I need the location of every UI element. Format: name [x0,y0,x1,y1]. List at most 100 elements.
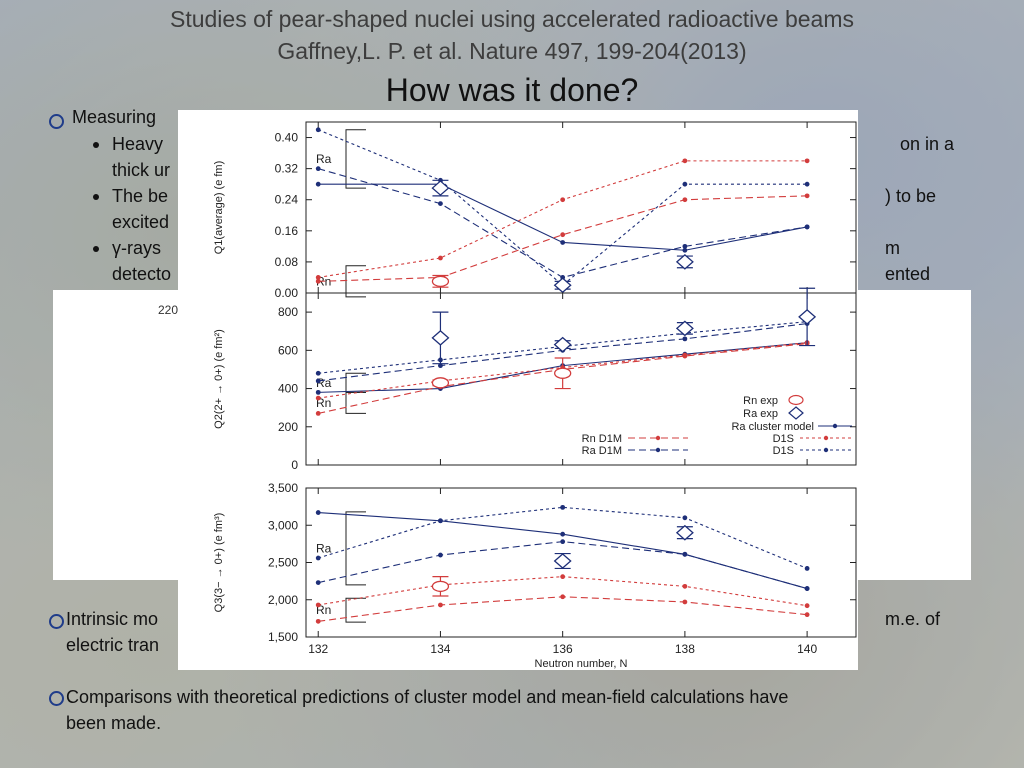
sub-bullet-3-start: γ-rays [112,238,161,258]
exp-point-diamond [431,180,450,196]
panel-label: 220 [158,303,179,317]
y-axis-label: Q2(2+ → 0+) (e fm²) [213,329,225,429]
group-bracket [345,129,366,189]
legend-marker-diamond [788,406,804,420]
x-tick-label: 134 [430,642,450,656]
legend-line-dot [823,435,829,441]
legend-marker-circle [788,394,804,406]
series-point [438,201,443,207]
series-point [682,551,688,557]
sub-bullet-2-line2: excited [112,212,170,232]
series-point [682,181,688,187]
sub-bullet-1-line2: thick ur [112,160,171,180]
x-tick-label: 132 [308,642,328,656]
series-point [804,603,810,609]
sub-bullet-3-end: m [885,238,900,258]
exp-point-circle [431,377,450,389]
series-point [682,336,688,342]
series-point [682,515,688,521]
series-point [438,602,443,608]
y-tick-label: 800 [278,305,298,319]
group-label-ra: Ra [316,152,332,166]
y-tick-label: 2,000 [268,593,298,607]
x-tick-label: 138 [675,642,695,656]
series-point [560,594,566,600]
legend-label: D1S [773,433,794,445]
series-point [438,518,443,524]
series-point [682,158,688,164]
exp-point-circle [431,275,450,287]
legend-line-dot [823,447,829,453]
series-point [315,378,321,384]
series-point [682,243,688,249]
legend-label: Rn D1M [582,433,622,445]
sub-bullet-3-line2-end: ented [885,264,931,284]
slide-heading: How was it done? [385,72,639,108]
panel-frame-q1 [305,121,857,294]
exp-point-diamond [553,277,572,294]
group-bracket [345,265,366,298]
exp-point-diamond [553,336,572,353]
slide-title-line-1: Studies of pear-shaped nuclei using acce… [169,6,855,32]
group-bracket [345,511,366,586]
series-point [560,504,566,510]
y-tick-label: 2,500 [268,556,298,570]
y-tick-label: 0.00 [275,286,299,300]
series-line-ra-d1m [318,168,808,279]
legend-label: Ra exp [743,408,778,420]
y-tick-label: 200 [278,420,298,434]
series-point [315,278,321,284]
exp-point-circle [431,580,450,592]
series-point [315,618,321,624]
x-axis-label: Neutron number, N [535,658,628,670]
y-axis-label: Q3(3− → 0+) (e fm³) [213,513,225,613]
y-tick-label: 0.16 [275,224,299,238]
x-tick-label: 136 [553,642,573,656]
sub-bullet-dot-icon [93,246,99,252]
panel-frame-q3 [305,487,857,638]
series-point [682,197,688,203]
legend-label: Ra cluster model [731,421,814,433]
series-line-rn-d1m [318,195,808,282]
series-point [315,181,321,187]
series-line-rn-d1s [318,576,808,607]
y-tick-label: 1,500 [268,630,298,644]
series-point [804,224,810,230]
exp-point-diamond [431,330,450,346]
series-point [315,127,321,133]
y-tick-label: 0.08 [275,255,299,269]
series-point [804,193,810,199]
y-tick-label: 3,000 [268,518,298,532]
y-tick-label: 0 [291,458,298,472]
bullet-2-start: Intrinsic mo [66,609,159,629]
y-tick-label: 3,500 [268,481,298,495]
x-tick-label: 140 [797,642,817,656]
legend-label: D1S [773,445,794,457]
legend-line-dot [832,423,838,429]
legend-line-dot [655,447,661,453]
group-bracket [345,391,366,414]
bullet-2-end: m.e. of [885,609,941,629]
exp-point-diamond [675,524,694,541]
bullet-circle-icon [49,691,64,706]
bullet-circle-icon [49,114,64,129]
series-point [804,181,810,187]
legend-label: Rn exp [743,395,778,407]
series-point [682,352,688,358]
y-tick-label: 0.32 [275,162,299,176]
sub-bullet-1-end: on in a [900,134,955,154]
legend-line-dot [655,435,661,441]
series-point [438,363,443,369]
sub-bullet-2-start: The be [112,186,169,206]
series-point [315,602,321,608]
series-point [560,240,566,245]
y-tick-label: 400 [278,382,298,396]
series-point [560,539,566,545]
sub-bullet-2-end: ) to be [885,186,937,206]
series-line-rn-d1m [318,596,808,622]
series-point [560,232,566,238]
series-line-ra-d1s [318,506,808,569]
series-point [560,197,566,203]
sub-bullet-3-line2-start: detecto [112,264,172,284]
exp-point-diamond [798,309,817,325]
